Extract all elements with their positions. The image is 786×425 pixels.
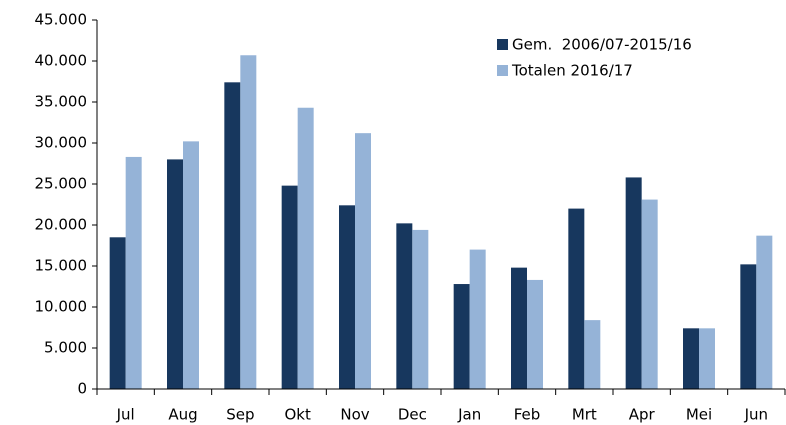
bar [527, 279, 543, 389]
x-tick-label: Jul [116, 406, 135, 424]
bar [297, 107, 314, 390]
legend-swatch [497, 65, 508, 76]
bar [412, 229, 429, 389]
bar [641, 199, 658, 389]
bar [699, 328, 715, 389]
bar [396, 223, 413, 389]
y-tick-label: 30.000 [35, 134, 88, 152]
bar [469, 249, 486, 389]
x-tick-label: Dec [398, 406, 427, 424]
bar [511, 267, 527, 389]
bar [756, 235, 773, 389]
bar [125, 156, 142, 389]
bar [167, 159, 183, 389]
bar [339, 205, 355, 389]
legend-swatch [497, 39, 508, 50]
x-tick-label: Jan [457, 406, 481, 424]
bar [740, 264, 757, 389]
bar [281, 185, 298, 389]
y-tick-label: 35.000 [35, 93, 88, 111]
x-tick-label: Apr [629, 406, 656, 424]
x-tick-label: Feb [514, 406, 541, 424]
x-tick-label: Jun [744, 406, 768, 424]
x-tick-label: Sep [226, 406, 254, 424]
bar [584, 320, 601, 389]
y-tick-label: 40.000 [35, 52, 88, 70]
bar [683, 328, 699, 389]
x-tick-label: Nov [340, 406, 369, 424]
y-tick-label: 0 [77, 380, 87, 398]
x-tick-label: Aug [168, 406, 197, 424]
y-tick-label: 20.000 [35, 216, 88, 234]
x-tick-label: Okt [284, 406, 310, 424]
y-tick-label: 25.000 [35, 175, 88, 193]
x-tick-label: Mrt [572, 406, 597, 424]
bar [568, 208, 585, 389]
bar [224, 82, 241, 389]
bar [240, 55, 257, 389]
legend-label: Totalen 2016/17 [511, 62, 633, 80]
bar [355, 133, 371, 389]
y-tick-label: 10.000 [35, 298, 88, 316]
legend-label: Gem. 2006/07-2015/16 [512, 36, 692, 54]
y-tick-label: 5.000 [44, 339, 87, 357]
y-tick-label: 15.000 [35, 257, 88, 275]
bar [183, 141, 199, 389]
x-tick-label: Mei [686, 406, 712, 424]
bar [625, 177, 642, 389]
bar [453, 284, 470, 389]
bar [109, 237, 126, 389]
y-tick-label: 45.000 [35, 11, 88, 29]
